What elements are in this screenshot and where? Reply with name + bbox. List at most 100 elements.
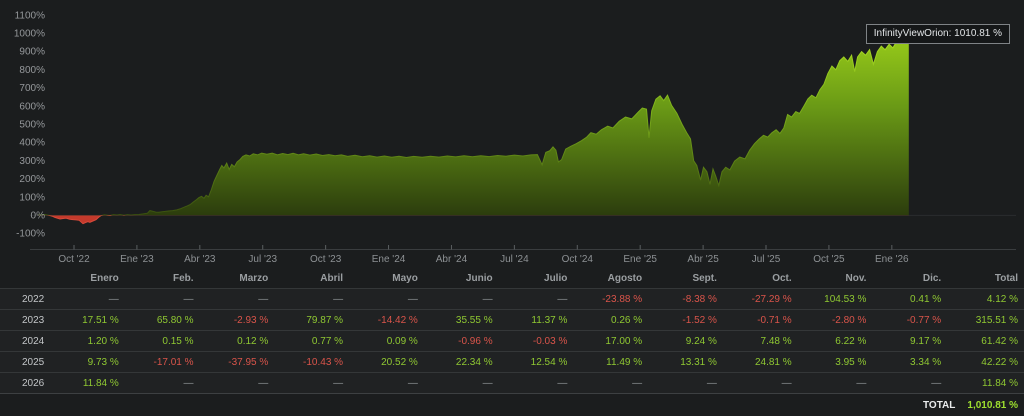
return-cell: -0.03 %: [501, 331, 576, 352]
return-cell: -14.42 %: [351, 310, 426, 331]
x-tick-label: Abr '25: [687, 254, 719, 265]
return-cell: —: [650, 373, 725, 394]
return-cell: -17.01 %: [127, 352, 202, 373]
equity-chart[interactable]: Oct '22 Ene '23 Abr '23 Jul '23 Oct '23 Ene '…: [0, 0, 1024, 268]
return-cell: 3.95 %: [800, 352, 875, 373]
table-row: 2022———————-23.88 %-8.38 %-27.29 %104.53…: [0, 289, 1024, 310]
return-cell: 42.22 %: [949, 352, 1024, 373]
return-cell: 11.84 %: [52, 373, 127, 394]
year-label: 2025: [0, 352, 52, 373]
y-tick-label: 0%: [31, 211, 46, 222]
column-header: Junio: [426, 268, 501, 289]
return-cell: 9.24 %: [650, 331, 725, 352]
x-tick-label: Jul '25: [752, 254, 781, 265]
return-cell: 1.20 %: [52, 331, 127, 352]
return-cell: —: [426, 289, 501, 310]
column-header: Julio: [501, 268, 576, 289]
return-cell: —: [874, 373, 949, 394]
column-header: Sept.: [650, 268, 725, 289]
return-cell: 11.49 %: [575, 352, 650, 373]
y-tick-label: 1000%: [14, 29, 45, 40]
y-tick-label: 800%: [19, 65, 45, 76]
x-tick-label: Oct '23: [310, 254, 342, 265]
return-cell: 79.87 %: [276, 310, 351, 331]
return-cell: 0.09 %: [351, 331, 426, 352]
column-header: Mayo: [351, 268, 426, 289]
return-cell: 11.37 %: [501, 310, 576, 331]
year-label: 2024: [0, 331, 52, 352]
x-tick-label: Jul '23: [248, 254, 277, 265]
y-tick-label: -100%: [16, 229, 45, 240]
return-cell: 315.51 %: [949, 310, 1024, 331]
return-cell: 0.77 %: [276, 331, 351, 352]
y-tick-label: 600%: [19, 101, 45, 112]
return-cell: 9.73 %: [52, 352, 127, 373]
return-cell: 3.34 %: [874, 352, 949, 373]
return-cell: —: [501, 373, 576, 394]
return-cell: 13.31 %: [650, 352, 725, 373]
return-cell: —: [426, 373, 501, 394]
x-tick-label: Ene '25: [623, 254, 657, 265]
column-header: Feb.: [127, 268, 202, 289]
y-tick-label: 400%: [19, 138, 45, 149]
return-cell: 12.54 %: [501, 352, 576, 373]
return-cell: -8.38 %: [650, 289, 725, 310]
x-tick-label: Oct '25: [813, 254, 845, 265]
return-cell: 11.84 %: [949, 373, 1024, 394]
return-cell: -10.43 %: [276, 352, 351, 373]
x-tick-label: Abr '24: [436, 254, 468, 265]
x-tick-label: Ene '26: [875, 254, 909, 265]
return-cell: 0.15 %: [127, 331, 202, 352]
return-cell: 0.26 %: [575, 310, 650, 331]
return-cell: -2.80 %: [800, 310, 875, 331]
return-cell: -1.52 %: [650, 310, 725, 331]
column-header: Abril: [276, 268, 351, 289]
column-header: Total: [949, 268, 1024, 289]
x-tick-label: Oct '22: [58, 254, 90, 265]
return-cell: 4.12 %: [949, 289, 1024, 310]
return-cell: -27.29 %: [725, 289, 800, 310]
x-tick-label: Oct '24: [562, 254, 594, 265]
return-cell: -0.96 %: [426, 331, 501, 352]
total-label: TOTAL: [923, 400, 955, 411]
x-tick-label: Ene '23: [120, 254, 154, 265]
return-cell: 6.22 %: [800, 331, 875, 352]
column-header: [0, 268, 52, 289]
column-header: Nov.: [800, 268, 875, 289]
chart-tooltip: InfinityViewOrion: 1010.81 %: [866, 24, 1010, 44]
column-header: Marzo: [202, 268, 277, 289]
return-cell: 0.41 %: [874, 289, 949, 310]
return-cell: —: [575, 373, 650, 394]
return-cell: —: [127, 373, 202, 394]
y-tick-label: 100%: [19, 192, 45, 203]
return-cell: -2.93 %: [202, 310, 277, 331]
y-tick-label: 300%: [19, 156, 45, 167]
return-cell: 17.00 %: [575, 331, 650, 352]
year-label: 2023: [0, 310, 52, 331]
return-cell: 17.51 %: [52, 310, 127, 331]
y-tick-label: 1100%: [15, 10, 46, 21]
return-cell: 104.53 %: [800, 289, 875, 310]
x-tick-label: Ene '24: [372, 254, 406, 265]
return-cell: -0.77 %: [874, 310, 949, 331]
column-header: Oct.: [725, 268, 800, 289]
return-cell: -37.95 %: [202, 352, 277, 373]
equity-area-positive: [38, 31, 909, 224]
x-tick-label: Abr '23: [184, 254, 216, 265]
y-tick-label: 500%: [19, 120, 45, 131]
return-cell: 35.55 %: [426, 310, 501, 331]
return-cell: —: [127, 289, 202, 310]
return-cell: —: [276, 373, 351, 394]
return-cell: 20.52 %: [351, 352, 426, 373]
return-cell: 65.80 %: [127, 310, 202, 331]
return-cell: 0.12 %: [202, 331, 277, 352]
